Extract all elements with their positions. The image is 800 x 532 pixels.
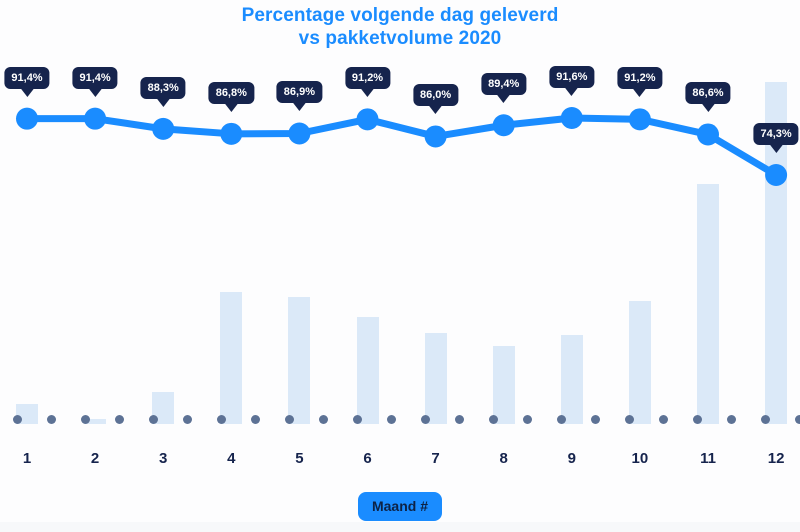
x-tick-6: 6	[363, 450, 372, 467]
axis-dot	[693, 415, 702, 424]
x-tick-5: 5	[295, 450, 304, 467]
axis-dot	[523, 415, 532, 424]
line-marker-month-9	[560, 107, 583, 129]
axis-dot	[47, 415, 56, 424]
bar-month-2	[84, 418, 107, 424]
data-label-month-9: 91,6%	[549, 66, 595, 96]
axis-dot	[319, 415, 328, 424]
axis-dot	[217, 415, 226, 424]
axis-dot	[13, 415, 22, 424]
data-label-month-5: 86,9%	[276, 81, 322, 112]
axis-dot-row	[13, 415, 800, 424]
line-marker-month-1	[16, 107, 38, 130]
bar-month-5	[288, 296, 311, 424]
axis-dot	[455, 415, 464, 424]
line-marker-month-2	[84, 107, 107, 130]
bar-month-9	[560, 335, 583, 424]
x-tick-2: 2	[90, 450, 100, 467]
x-axis-title-pill: Maand #	[357, 492, 442, 521]
bar-month-4	[220, 291, 243, 424]
line-marker-month-8	[492, 114, 515, 137]
bottom-strip	[0, 522, 800, 532]
axis-dot	[387, 415, 396, 424]
x-tick-9: 9	[567, 450, 576, 467]
axis-dot	[591, 415, 600, 424]
data-label-month-1: 91,4%	[4, 66, 50, 97]
axis-dot	[625, 415, 634, 424]
bar-month-6	[356, 316, 379, 424]
axis-dot	[285, 415, 294, 424]
bar-month-7	[424, 333, 447, 424]
line-marker-month-4	[220, 122, 243, 145]
data-label-month-4: 86,8%	[208, 81, 254, 112]
bar-series-pakketvolume	[16, 82, 788, 424]
line-marker-month-6	[356, 108, 379, 131]
axis-dot	[659, 415, 668, 424]
data-label-month-12: 74,3%	[753, 123, 799, 153]
axis-dot	[251, 415, 260, 424]
line-marker-month-10	[628, 108, 651, 131]
x-tick-1: 1	[22, 450, 32, 467]
line-series-percentage	[16, 107, 788, 186]
data-label-month-6: 91,2%	[344, 67, 391, 98]
data-label-layer: 91,4% 91,4% 88,3% 86,8% 86,9% 91,2% 86,0% 89,4%…	[4, 66, 799, 153]
axis-dot	[353, 415, 362, 424]
axis-dot	[727, 415, 736, 424]
line-marker-month-5	[288, 122, 311, 145]
axis-dot	[81, 415, 90, 424]
data-label-month-3: 88,3%	[140, 76, 186, 107]
data-label-month-10: 91,2%	[617, 67, 663, 98]
axis-dot	[761, 415, 770, 424]
x-tick-7: 7	[431, 450, 440, 467]
axis-dot	[149, 415, 158, 424]
axis-dot	[183, 415, 192, 424]
bar-month-10	[628, 300, 651, 424]
data-label-month-11: 86,6%	[685, 82, 731, 113]
x-tick-11: 11	[700, 450, 716, 467]
x-tick-12: 12	[767, 450, 785, 467]
line-marker-month-11	[697, 123, 719, 146]
data-label-month-8: 89,4%	[481, 73, 527, 104]
x-axis-title-wrap: Maand #	[0, 492, 800, 521]
chart-title-line-2: vs pakketvolume 2020	[298, 28, 502, 49]
line-series-layer	[16, 107, 788, 186]
x-axis-ticks: 1 2 3 4 5 6 7 8 9 10 11 12	[0, 450, 800, 480]
axis-dot	[115, 415, 124, 424]
axis-dot	[557, 415, 566, 424]
chart-title: Percentage volgende dag geleverd vs pakk…	[0, 4, 800, 50]
line-marker-month-3	[152, 117, 175, 140]
data-label-month-2: 91,4%	[72, 66, 118, 97]
plot-area: 91,4% 91,4% 88,3% 86,8% 86,9% 91,2% 86,0% 89,4%…	[4, 66, 800, 424]
data-label-month-7: 86,0%	[412, 84, 459, 115]
bar-month-3	[152, 391, 175, 424]
line-marker-month-12	[765, 164, 788, 186]
bar-month-11	[697, 184, 719, 424]
line-marker-month-7	[424, 125, 447, 148]
axis-dot	[489, 415, 498, 424]
line-path	[23, 114, 780, 179]
x-tick-8: 8	[499, 450, 508, 467]
chart-title-line-1: Percentage volgende dag geleverd	[241, 5, 559, 26]
x-tick-4: 4	[227, 450, 236, 467]
bar-month-8	[492, 345, 515, 424]
x-tick-3: 3	[159, 450, 168, 467]
axis-dot	[795, 415, 800, 424]
x-tick-10: 10	[631, 450, 649, 467]
axis-dot	[421, 415, 430, 424]
